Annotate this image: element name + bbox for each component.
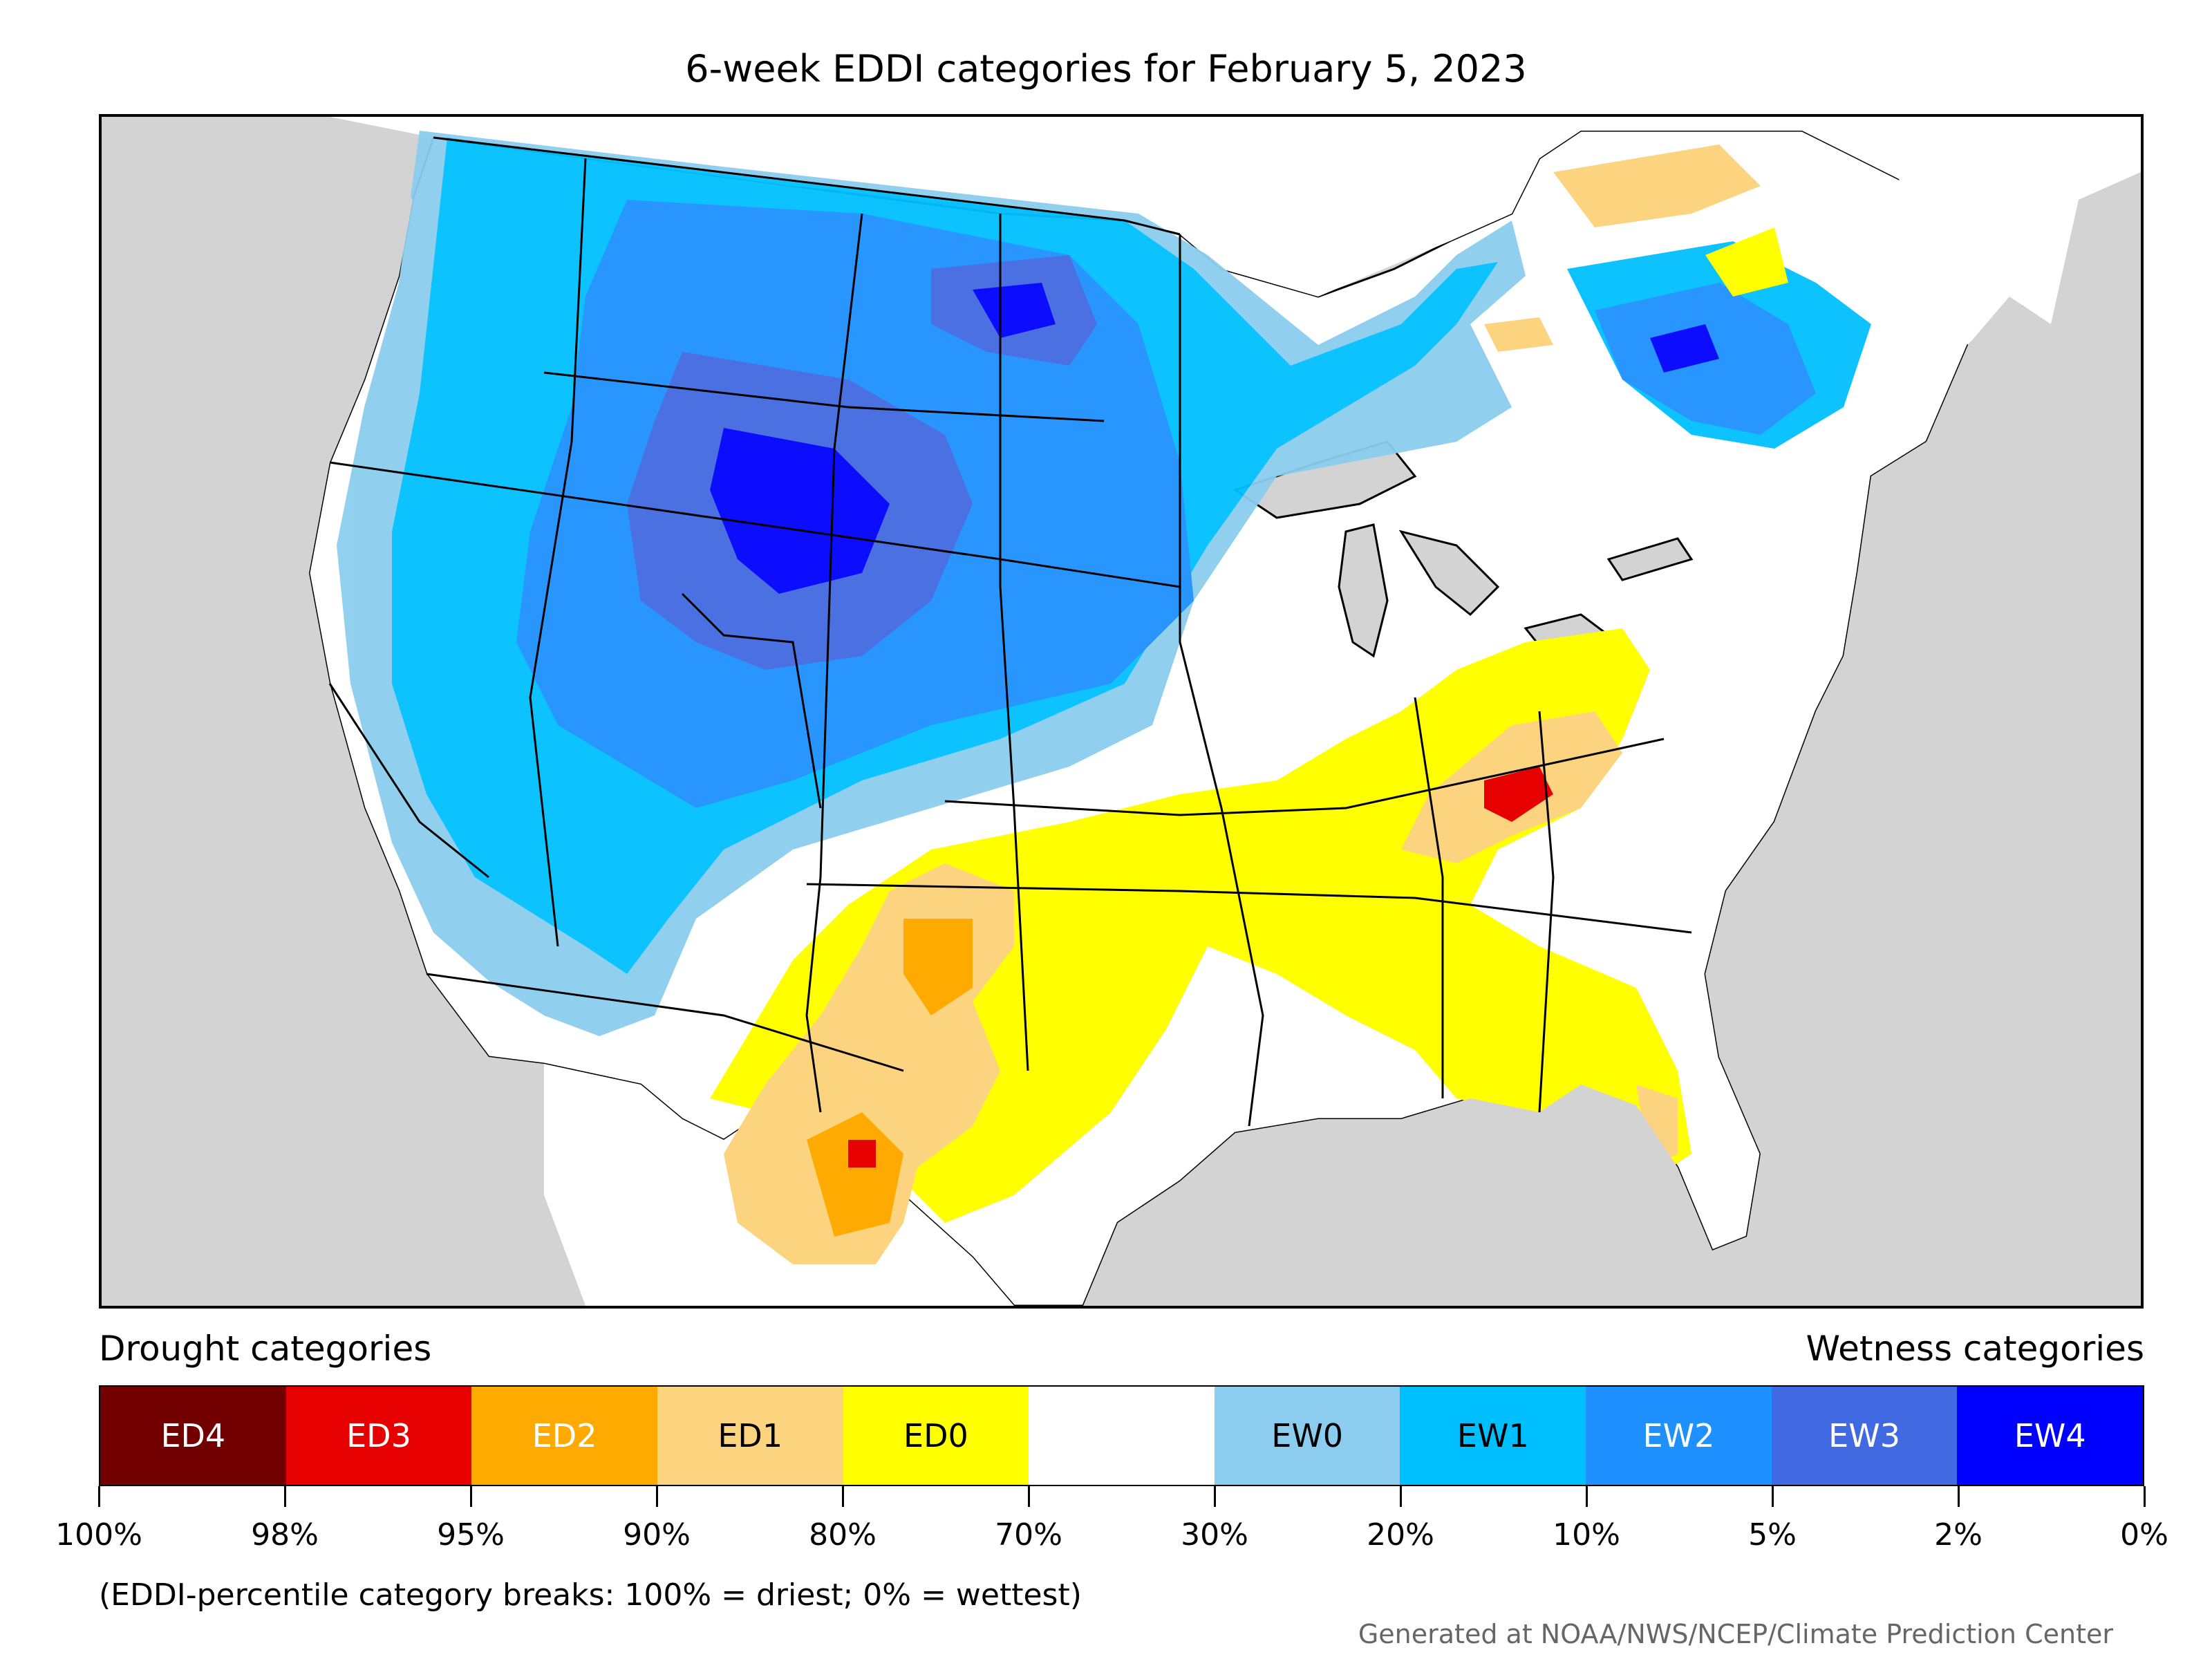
colorbar-tick [1586, 1486, 1588, 1507]
footnote: (EDDI-percentile category breaks: 100% =… [99, 1577, 1082, 1613]
colorbar-tick [1772, 1486, 1774, 1507]
category-label: ED2 [532, 1417, 597, 1454]
category-ed3: ED3 [285, 1387, 472, 1485]
wetness-heading: Wetness categories [1806, 1329, 2144, 1369]
colorbar-tick-label: 98% [251, 1517, 319, 1553]
state-borders [328, 136, 1692, 1127]
category-label: EW0 [1271, 1417, 1344, 1454]
category-ed2: ED2 [471, 1387, 657, 1485]
category-label: EW2 [1642, 1417, 1715, 1454]
category-colorbar: ED4 ED3 ED2 ED1 ED0 EW0 EW1 EW2 EW3 EW4 [99, 1385, 2144, 1486]
colorbar-tick [2144, 1486, 2146, 1507]
colorbar-tick-label: 0% [2120, 1517, 2168, 1553]
colorbar-tick [1214, 1486, 1216, 1507]
category-ed0: ED0 [843, 1387, 1029, 1485]
colorbar-tick-label: 10% [1553, 1517, 1620, 1553]
colorbar-tick-label: 100% [55, 1517, 142, 1553]
category-neutral [1029, 1387, 1215, 1485]
colorbar-tick [470, 1486, 472, 1507]
category-ew0: EW0 [1214, 1387, 1400, 1485]
wetness-regions [337, 131, 1871, 1036]
drought-regions [710, 144, 1788, 1264]
colorbar-ticks [98, 1486, 2146, 1508]
colorbar-tick [98, 1486, 100, 1507]
colorbar-tick-label: 2% [1934, 1517, 1983, 1553]
drought-heading: Drought categories [99, 1329, 432, 1369]
category-label: ED3 [346, 1417, 411, 1454]
colorbar-tick-label: 80% [809, 1517, 877, 1553]
colorbar-tick-label: 95% [437, 1517, 505, 1553]
category-ew1: EW1 [1400, 1387, 1586, 1485]
category-label: EW1 [1456, 1417, 1529, 1454]
colorbar-tick-label: 90% [623, 1517, 691, 1553]
colorbar-tick [656, 1486, 658, 1507]
category-ed1: ED1 [657, 1387, 843, 1485]
colorbar-tick [1028, 1486, 1030, 1507]
category-label: ED0 [903, 1417, 968, 1454]
colorbar-tick-labels: 100% 98% 95% 90% 80% 70% 30% 20% 10% 5% 2% 0% [55, 1517, 2168, 1559]
colorbar-tick-label: 70% [995, 1517, 1062, 1553]
category-ed4: ED4 [100, 1387, 286, 1485]
colorbar-tick-label: 30% [1181, 1517, 1248, 1553]
map-title: 6-week EDDI categories for February 5, 2… [685, 47, 1527, 91]
credit: Generated at NOAA/NWS/NCEP/Climate Predi… [1358, 1619, 2113, 1649]
category-ew2: EW2 [1586, 1387, 1772, 1485]
colorbar-tick [842, 1486, 844, 1507]
colorbar-tick [284, 1486, 286, 1507]
colorbar-tick [1958, 1486, 1960, 1507]
category-label: ED1 [718, 1417, 783, 1454]
map-canvas [102, 117, 2141, 1306]
category-ew3: EW3 [1771, 1387, 1958, 1485]
category-ew4: EW4 [1957, 1387, 2144, 1485]
great-lakes [1232, 440, 1694, 664]
category-label: ED4 [160, 1417, 226, 1454]
category-label: EW3 [1828, 1417, 1900, 1454]
colorbar-tick-label: 20% [1367, 1517, 1434, 1553]
eddi-map [99, 114, 2144, 1309]
colorbar-tick [1400, 1486, 1402, 1507]
category-label: EW4 [2014, 1417, 2086, 1454]
colorbar-tick-label: 5% [1748, 1517, 1797, 1553]
